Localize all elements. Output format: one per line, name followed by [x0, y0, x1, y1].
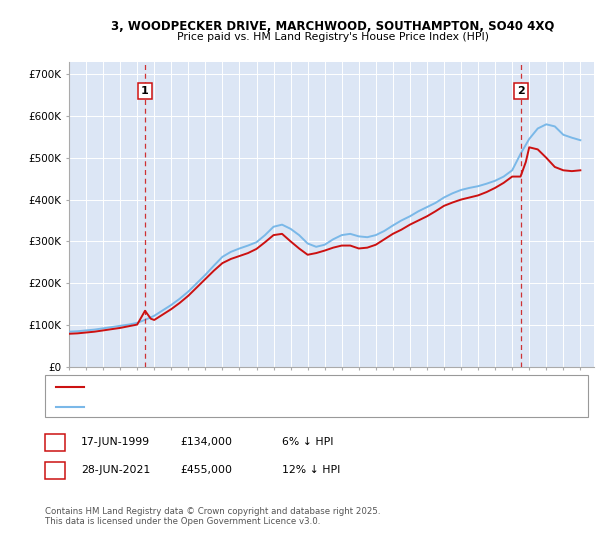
- Text: 2: 2: [517, 86, 524, 96]
- Text: 1: 1: [51, 436, 59, 449]
- Text: 28-JUN-2021: 28-JUN-2021: [81, 465, 150, 475]
- Text: Contains HM Land Registry data © Crown copyright and database right 2025.
This d: Contains HM Land Registry data © Crown c…: [45, 507, 380, 526]
- Text: Price paid vs. HM Land Registry's House Price Index (HPI): Price paid vs. HM Land Registry's House …: [177, 32, 489, 42]
- Text: 1: 1: [141, 86, 149, 96]
- Text: HPI: Average price, detached house, New Forest: HPI: Average price, detached house, New …: [90, 402, 325, 412]
- Text: 12% ↓ HPI: 12% ↓ HPI: [282, 465, 340, 475]
- Text: 3, WOODPECKER DRIVE, MARCHWOOD, SOUTHAMPTON, SO40 4XQ: 3, WOODPECKER DRIVE, MARCHWOOD, SOUTHAMP…: [112, 20, 554, 32]
- Text: 3, WOODPECKER DRIVE, MARCHWOOD, SOUTHAMPTON, SO40 4XQ (detached house): 3, WOODPECKER DRIVE, MARCHWOOD, SOUTHAMP…: [90, 382, 508, 392]
- Text: 2: 2: [51, 464, 59, 477]
- Text: 17-JUN-1999: 17-JUN-1999: [81, 437, 150, 447]
- Text: £134,000: £134,000: [180, 437, 232, 447]
- Text: £455,000: £455,000: [180, 465, 232, 475]
- Text: 6% ↓ HPI: 6% ↓ HPI: [282, 437, 334, 447]
